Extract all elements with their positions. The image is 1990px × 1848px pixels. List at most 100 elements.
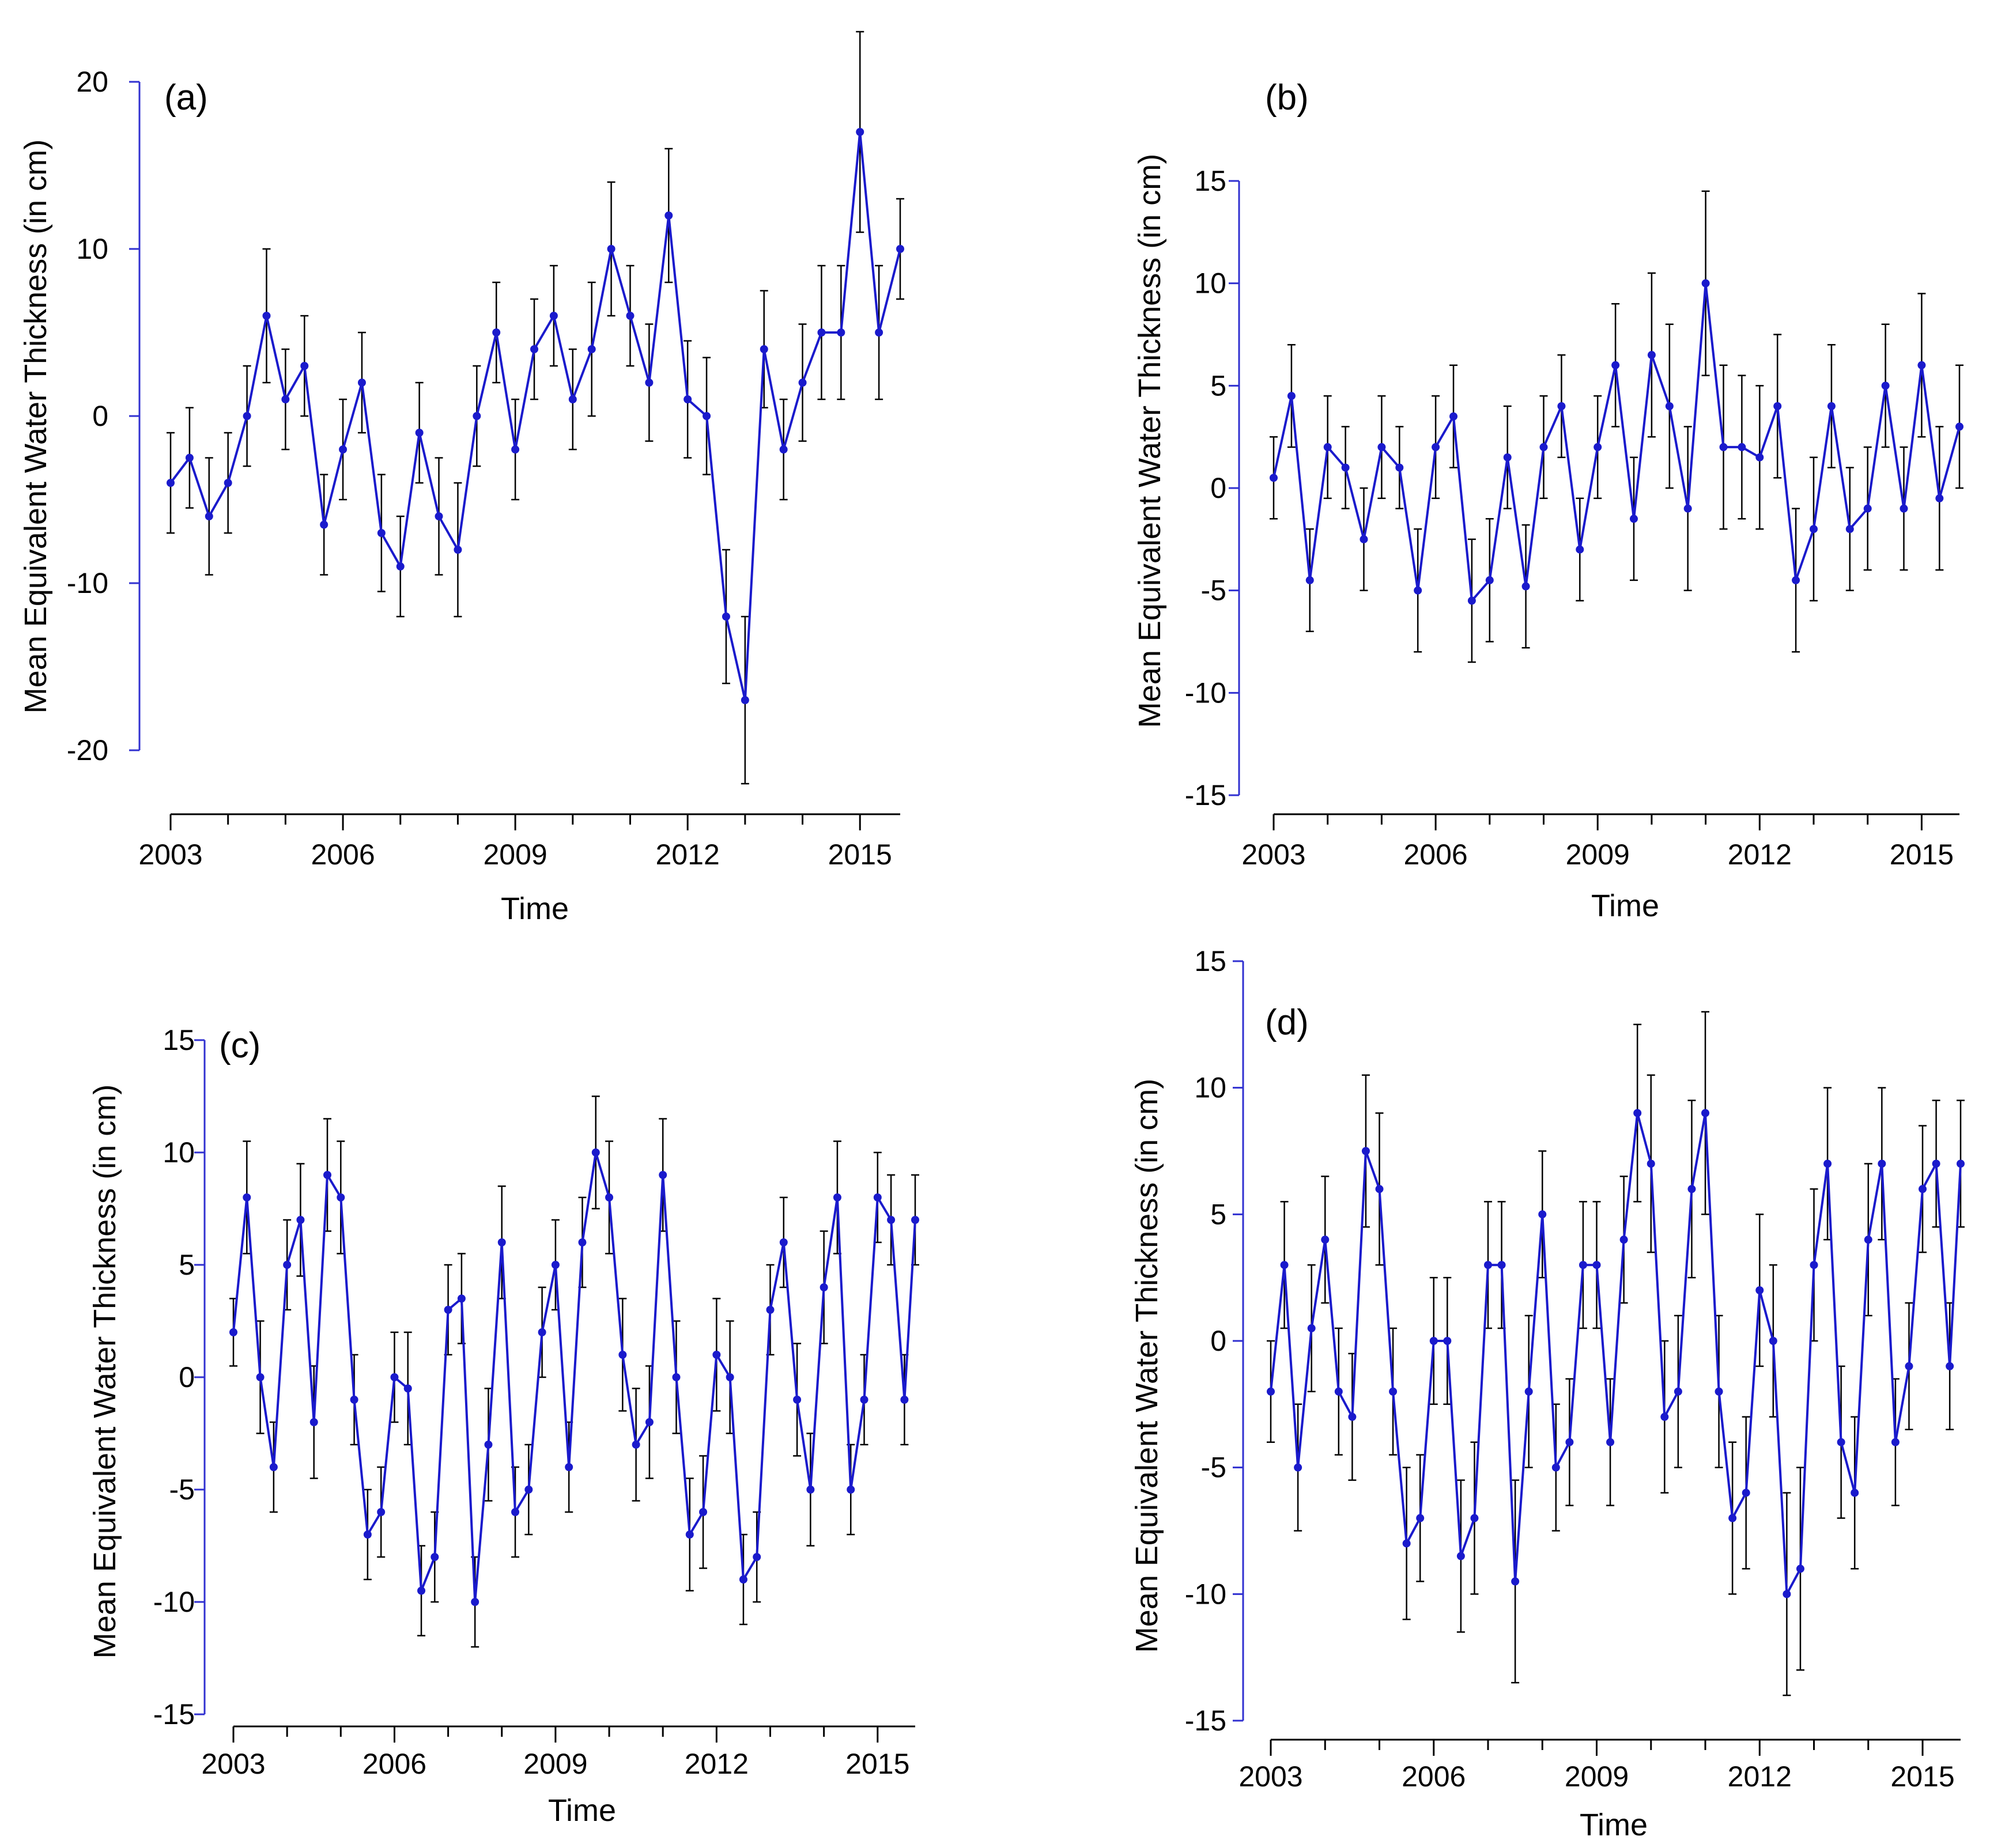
panel-c-data-point xyxy=(833,1193,841,1201)
panel-d-data-point xyxy=(1715,1387,1723,1396)
panel-d-data-point xyxy=(1701,1109,1710,1117)
panel-a-x-tick-label: 2015 xyxy=(828,838,892,871)
panel-b-data-point xyxy=(1576,545,1584,554)
panel-d-data-point xyxy=(1443,1337,1452,1345)
panel-c-data-point xyxy=(820,1283,828,1291)
panel-b-points xyxy=(1270,279,1963,605)
panel-c-x-axis: 2003 2006 2009 2012 2015 xyxy=(201,1725,915,1780)
panel-a-data-point xyxy=(664,211,673,220)
panel-b-data-point xyxy=(1683,504,1692,513)
panel-d-data-point xyxy=(1783,1590,1791,1598)
panel-a-y-tick-label: 10 xyxy=(76,233,108,265)
panel-b-data-point xyxy=(1863,504,1872,513)
panel-d-data-point xyxy=(1660,1412,1669,1421)
panel-b-data-point xyxy=(1270,474,1278,482)
panel-c-data-point xyxy=(363,1530,372,1539)
panel-c-data-point xyxy=(484,1441,493,1449)
panel-c-x-title: Time xyxy=(548,1793,616,1828)
panel-c-x-tick-label: 2012 xyxy=(685,1748,749,1780)
panel-a-x-tick-label: 2006 xyxy=(311,838,375,871)
panel-d-data-point xyxy=(1592,1261,1601,1269)
panel-b-x-tick-label: 2003 xyxy=(1241,838,1305,871)
panel-a-y-tick-label: 20 xyxy=(76,66,108,98)
panel-a-data-point xyxy=(703,412,711,420)
panel-d-y-tick-label: -5 xyxy=(1201,1452,1226,1484)
panel-d-y-tick-label: -10 xyxy=(1185,1578,1226,1610)
panel-d-data-point xyxy=(1470,1514,1479,1522)
panel-b-y-tick-label: -10 xyxy=(1185,677,1226,709)
panel-c-data-point xyxy=(712,1351,721,1359)
panel-d-data-point xyxy=(1957,1159,1965,1168)
panel-c-y-axis: 15 10 5 0 -5 -10 -15 xyxy=(153,1024,206,1730)
panel-b-x-tick-label: 2006 xyxy=(1403,838,1467,871)
panel-b-data-point xyxy=(1449,412,1458,421)
panel-a-data-point xyxy=(281,395,290,403)
panel-a-y-axis: 20 10 0 -10 -20 xyxy=(67,66,141,766)
panel-a-data-point xyxy=(224,479,232,487)
panel-c-data-point xyxy=(873,1193,882,1201)
panel-d-x-tick-label: 2006 xyxy=(1402,1760,1466,1793)
panel-d-x-tick-label: 2015 xyxy=(1890,1760,1954,1793)
panel-b-series-line xyxy=(1272,282,1961,602)
panel-d-y-title: Mean Equivalent Water Thickness (in cm) xyxy=(1130,1079,1164,1653)
panel-a-data-point xyxy=(415,429,424,437)
panel-c-data-point xyxy=(565,1463,573,1471)
panel-c-data-point xyxy=(551,1261,560,1269)
panel-b-y-tick-label: -15 xyxy=(1185,779,1226,811)
panel-d-data-point xyxy=(1687,1185,1696,1193)
panel-d-data-point xyxy=(1796,1564,1804,1573)
panel-a-data-point xyxy=(549,312,558,320)
panel-c-data-point xyxy=(900,1396,909,1404)
panel-d-data-point xyxy=(1538,1210,1547,1219)
panel-c-data-point xyxy=(471,1598,479,1606)
panel-c-data-point xyxy=(243,1193,251,1201)
panel-d-data-point xyxy=(1864,1235,1872,1244)
panel-a-data-point xyxy=(377,529,386,537)
panel-d-x-tick-label: 2012 xyxy=(1728,1760,1792,1793)
panel-a-data-point xyxy=(530,345,539,353)
panel-b-data-point xyxy=(1521,582,1530,591)
panel-a-data-point xyxy=(396,562,405,570)
panel-a-data-point xyxy=(607,245,615,253)
panel-c-data-point xyxy=(309,1418,318,1426)
panel-c-data-point xyxy=(229,1328,237,1336)
panel-a-x-axis: 2003 2006 2009 2012 2015 xyxy=(138,813,900,871)
panel-a-data-point xyxy=(837,328,845,337)
panel-c-y-tick-label: 5 xyxy=(179,1249,195,1281)
panel-d-data-point xyxy=(1633,1109,1642,1117)
panel-d-data-point xyxy=(1497,1261,1506,1269)
panel-c-y-tick-label: 0 xyxy=(179,1361,195,1393)
panel-a-data-point xyxy=(626,312,635,320)
panel-b-data-point xyxy=(1611,361,1620,369)
panel-a-y-title: Mean Equivalent Water Thickness (in cm) xyxy=(18,139,53,713)
panel-d-data-point xyxy=(1348,1412,1357,1421)
panel-b-data-point xyxy=(1414,586,1422,595)
panel-a-label: (a) xyxy=(164,78,208,118)
panel-c-data-point xyxy=(269,1463,278,1471)
panel-b-data-point xyxy=(1360,535,1368,543)
panel-d-data-point xyxy=(1891,1438,1900,1446)
panel-a-data-point xyxy=(684,395,692,403)
panel-d-data-point xyxy=(1267,1387,1275,1396)
panel-d-data-point xyxy=(1456,1552,1465,1560)
panel-a-data-point xyxy=(741,696,749,704)
panel-b-data-point xyxy=(1900,504,1908,513)
panel-d-data-point xyxy=(1334,1387,1343,1396)
panel-c-data-point xyxy=(538,1328,546,1336)
panel-a-data-point xyxy=(167,479,175,487)
panel-a-series-line xyxy=(169,131,901,701)
panel-b-data-point xyxy=(1701,279,1710,288)
panel-b-data-point xyxy=(1810,525,1818,534)
panel-c-data-point xyxy=(726,1373,734,1381)
panel-b-data-point xyxy=(1432,443,1440,451)
panel-d-y-axis: 15 10 5 0 -5 -10 -15 xyxy=(1185,945,1244,1737)
panel-b-data-point xyxy=(1647,351,1656,360)
panel-c-data-point xyxy=(431,1553,439,1561)
panel-c-y-tick-label: -5 xyxy=(169,1473,195,1506)
panel-d-data-point xyxy=(1416,1514,1425,1522)
panel-d-data-point xyxy=(1823,1159,1832,1168)
panel-a-data-point xyxy=(339,445,348,454)
panel-c-data-point xyxy=(645,1418,654,1426)
panel-c-data-point xyxy=(296,1216,305,1224)
